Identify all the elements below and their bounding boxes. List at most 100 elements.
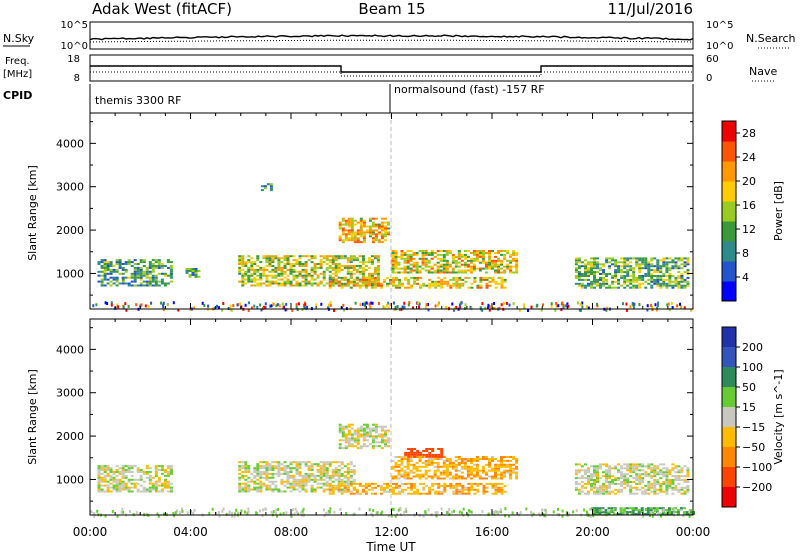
echo-cell (121, 266, 125, 269)
echo-cell (373, 276, 377, 279)
echo-cell (644, 508, 647, 511)
echo-cell (334, 274, 338, 277)
echo-cell (325, 268, 329, 271)
echo-cell (319, 469, 323, 471)
echo-cell (542, 303, 544, 307)
echo-cell (626, 257, 630, 260)
echo-cell (329, 301, 332, 305)
echo-cell (106, 302, 109, 305)
echo-cell (340, 482, 344, 485)
echo-cell (472, 475, 476, 478)
echo-cell (512, 250, 516, 252)
echo-cell (458, 482, 462, 485)
echo-cell (424, 269, 428, 272)
echo-cell (491, 475, 494, 478)
echo-cell (647, 465, 651, 468)
echo-cell (632, 463, 636, 466)
echo-cell (160, 280, 164, 283)
echo-cell (442, 257, 446, 260)
echo-cell (644, 471, 648, 474)
echo-cell (455, 486, 459, 489)
echo-cell (491, 276, 495, 279)
echo-cell (439, 259, 443, 262)
echo-cell (362, 302, 364, 306)
echo-cell (127, 471, 131, 473)
echo-cell (421, 263, 425, 266)
echo-cell (394, 465, 398, 468)
echo-cell (136, 268, 140, 271)
echo-cell (122, 510, 125, 514)
echo-cell (349, 261, 353, 264)
echo-cell (106, 272, 110, 275)
echo-cell (439, 465, 443, 468)
echo-cell (319, 472, 323, 475)
echo-cell (647, 484, 651, 487)
echo-cell (272, 510, 275, 514)
echo-cell (346, 486, 350, 489)
nsearch-trace (90, 39, 693, 43)
echo-cell (384, 239, 387, 242)
colorbar-tick-label: −15 (742, 421, 765, 434)
echo-cell (491, 469, 494, 472)
echo-cell (608, 257, 612, 260)
echo-cell (344, 235, 348, 238)
echo-cell (434, 304, 437, 308)
echo-cell (677, 265, 681, 268)
echo-cell (608, 261, 612, 264)
echo-cell (100, 284, 104, 287)
echo-cell (359, 425, 363, 428)
echo-cell (657, 301, 660, 305)
echo-cell (515, 263, 519, 266)
echo-cell (440, 453, 444, 456)
echo-cell (427, 261, 431, 264)
echo-cell (106, 472, 110, 475)
echo-cell (109, 272, 113, 275)
echo-cell (503, 465, 507, 468)
echo-cell (316, 469, 320, 471)
echo-cell (371, 241, 375, 244)
echo-cell (632, 275, 636, 277)
echo-cell (469, 467, 473, 470)
echo-cell (448, 465, 452, 468)
echo-cell (310, 484, 314, 487)
echo-cell (148, 270, 152, 273)
echo-cell (265, 467, 269, 470)
echo-cell (683, 490, 687, 493)
echo-cell (268, 282, 272, 285)
echo-cell (503, 269, 507, 272)
echo-cell (387, 233, 390, 236)
echo-cell (316, 482, 320, 485)
echo-cell (427, 458, 431, 460)
freq-panel: Freq. [MHz] 18 8 60 0 Nave (3, 54, 777, 84)
echo-cell (370, 255, 374, 258)
echo-cell (512, 469, 516, 472)
echo-cell (238, 257, 242, 260)
echo-cell (494, 271, 497, 274)
echo-cell (250, 272, 254, 275)
echo-cell (442, 461, 446, 464)
echo-cell (337, 265, 341, 267)
echo-cell (194, 271, 198, 274)
echo-cell (328, 274, 332, 277)
echo-cell (463, 458, 467, 460)
echo-cell (410, 284, 414, 287)
echo-cell (303, 305, 306, 309)
echo-cell (485, 252, 488, 254)
echo-cell (410, 486, 414, 489)
echo-cell (638, 479, 642, 481)
echo-cell (270, 510, 273, 514)
echo-cell (334, 268, 338, 271)
echo-cell (97, 471, 101, 473)
echo-cell (356, 429, 360, 432)
echo-cell (488, 252, 491, 254)
echo-cell (431, 448, 435, 450)
echo-cell (567, 512, 570, 516)
echo-cell (350, 239, 354, 242)
echo-cell (632, 284, 636, 287)
echo-cell (313, 474, 317, 477)
echo-cell (380, 225, 384, 228)
echo-cell (668, 275, 672, 277)
echo-cell (409, 469, 413, 472)
echo-cell (683, 284, 687, 287)
echo-cell (160, 472, 164, 475)
